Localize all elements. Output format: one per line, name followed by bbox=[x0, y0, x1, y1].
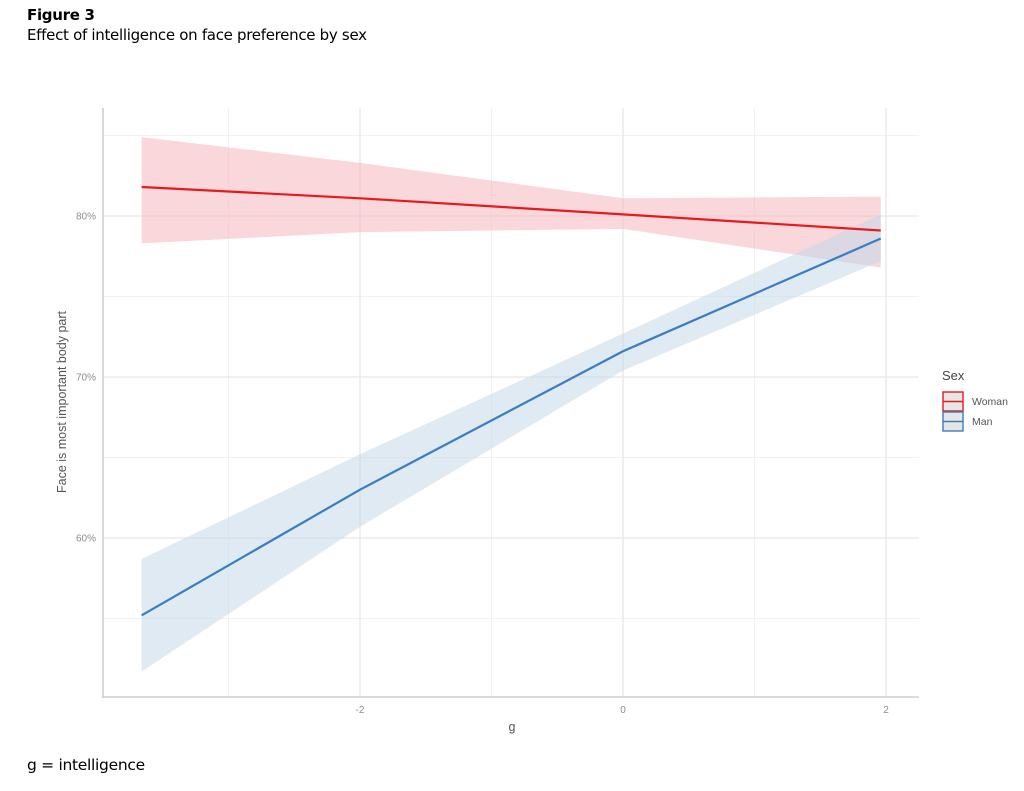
confidence-bands bbox=[141, 137, 881, 672]
legend-item-woman: Woman bbox=[942, 391, 1008, 412]
woman-confidence-band bbox=[141, 137, 881, 268]
legend-label: Woman bbox=[972, 396, 1008, 408]
x-tick-label: 0 bbox=[620, 705, 626, 716]
x-axis-ticks: -2 0 2 bbox=[356, 705, 890, 716]
footnote: g = intelligence bbox=[27, 756, 145, 774]
man-confidence-band bbox=[141, 214, 881, 672]
legend-label: Man bbox=[972, 416, 993, 428]
y-tick-label: 80% bbox=[76, 212, 96, 223]
legend: Sex Woman Man bbox=[942, 368, 1008, 432]
x-tick-label: 2 bbox=[883, 705, 889, 716]
figure-label: Figure 3 bbox=[27, 6, 95, 24]
woman-trend-line bbox=[141, 185, 881, 232]
y-tick-label: 70% bbox=[76, 373, 96, 384]
y-axis-ticks: 60% 70% 80% bbox=[76, 212, 96, 545]
trend-lines bbox=[141, 185, 882, 617]
man-trend-line bbox=[141, 237, 882, 617]
figure-title: Effect of intelligence on face preferenc… bbox=[27, 26, 367, 44]
legend-title: Sex bbox=[942, 368, 965, 383]
x-axis-title: g bbox=[509, 720, 516, 734]
y-axis-title: Face is most important body part bbox=[55, 310, 69, 493]
legend-item-man: Man bbox=[942, 411, 993, 432]
x-tick-label: -2 bbox=[356, 705, 365, 716]
y-tick-label: 60% bbox=[76, 534, 96, 545]
